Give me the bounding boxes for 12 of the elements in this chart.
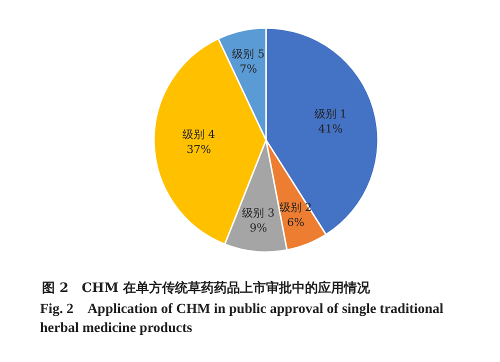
data-label: 7% xyxy=(240,62,258,76)
slice-label: 级别 4 xyxy=(182,128,216,142)
slice-label: 级别 5 xyxy=(232,47,265,60)
data-label: 6% xyxy=(286,216,304,229)
data-label: 41% xyxy=(318,122,343,136)
data-label: 9% xyxy=(250,221,268,234)
slice-label: 级别 3 xyxy=(242,206,275,220)
slice-label: 级别 1 xyxy=(314,107,347,120)
text: 图 2 CHM 在单方传统草药药品上市审批中的应用情况 xyxy=(42,280,372,296)
text: Fig. 2 Application of CHM in public approval of single traditional herbal medicine products xyxy=(40,301,444,338)
data-label: 37% xyxy=(186,143,212,156)
slice-label: 级别 2 xyxy=(279,200,312,214)
